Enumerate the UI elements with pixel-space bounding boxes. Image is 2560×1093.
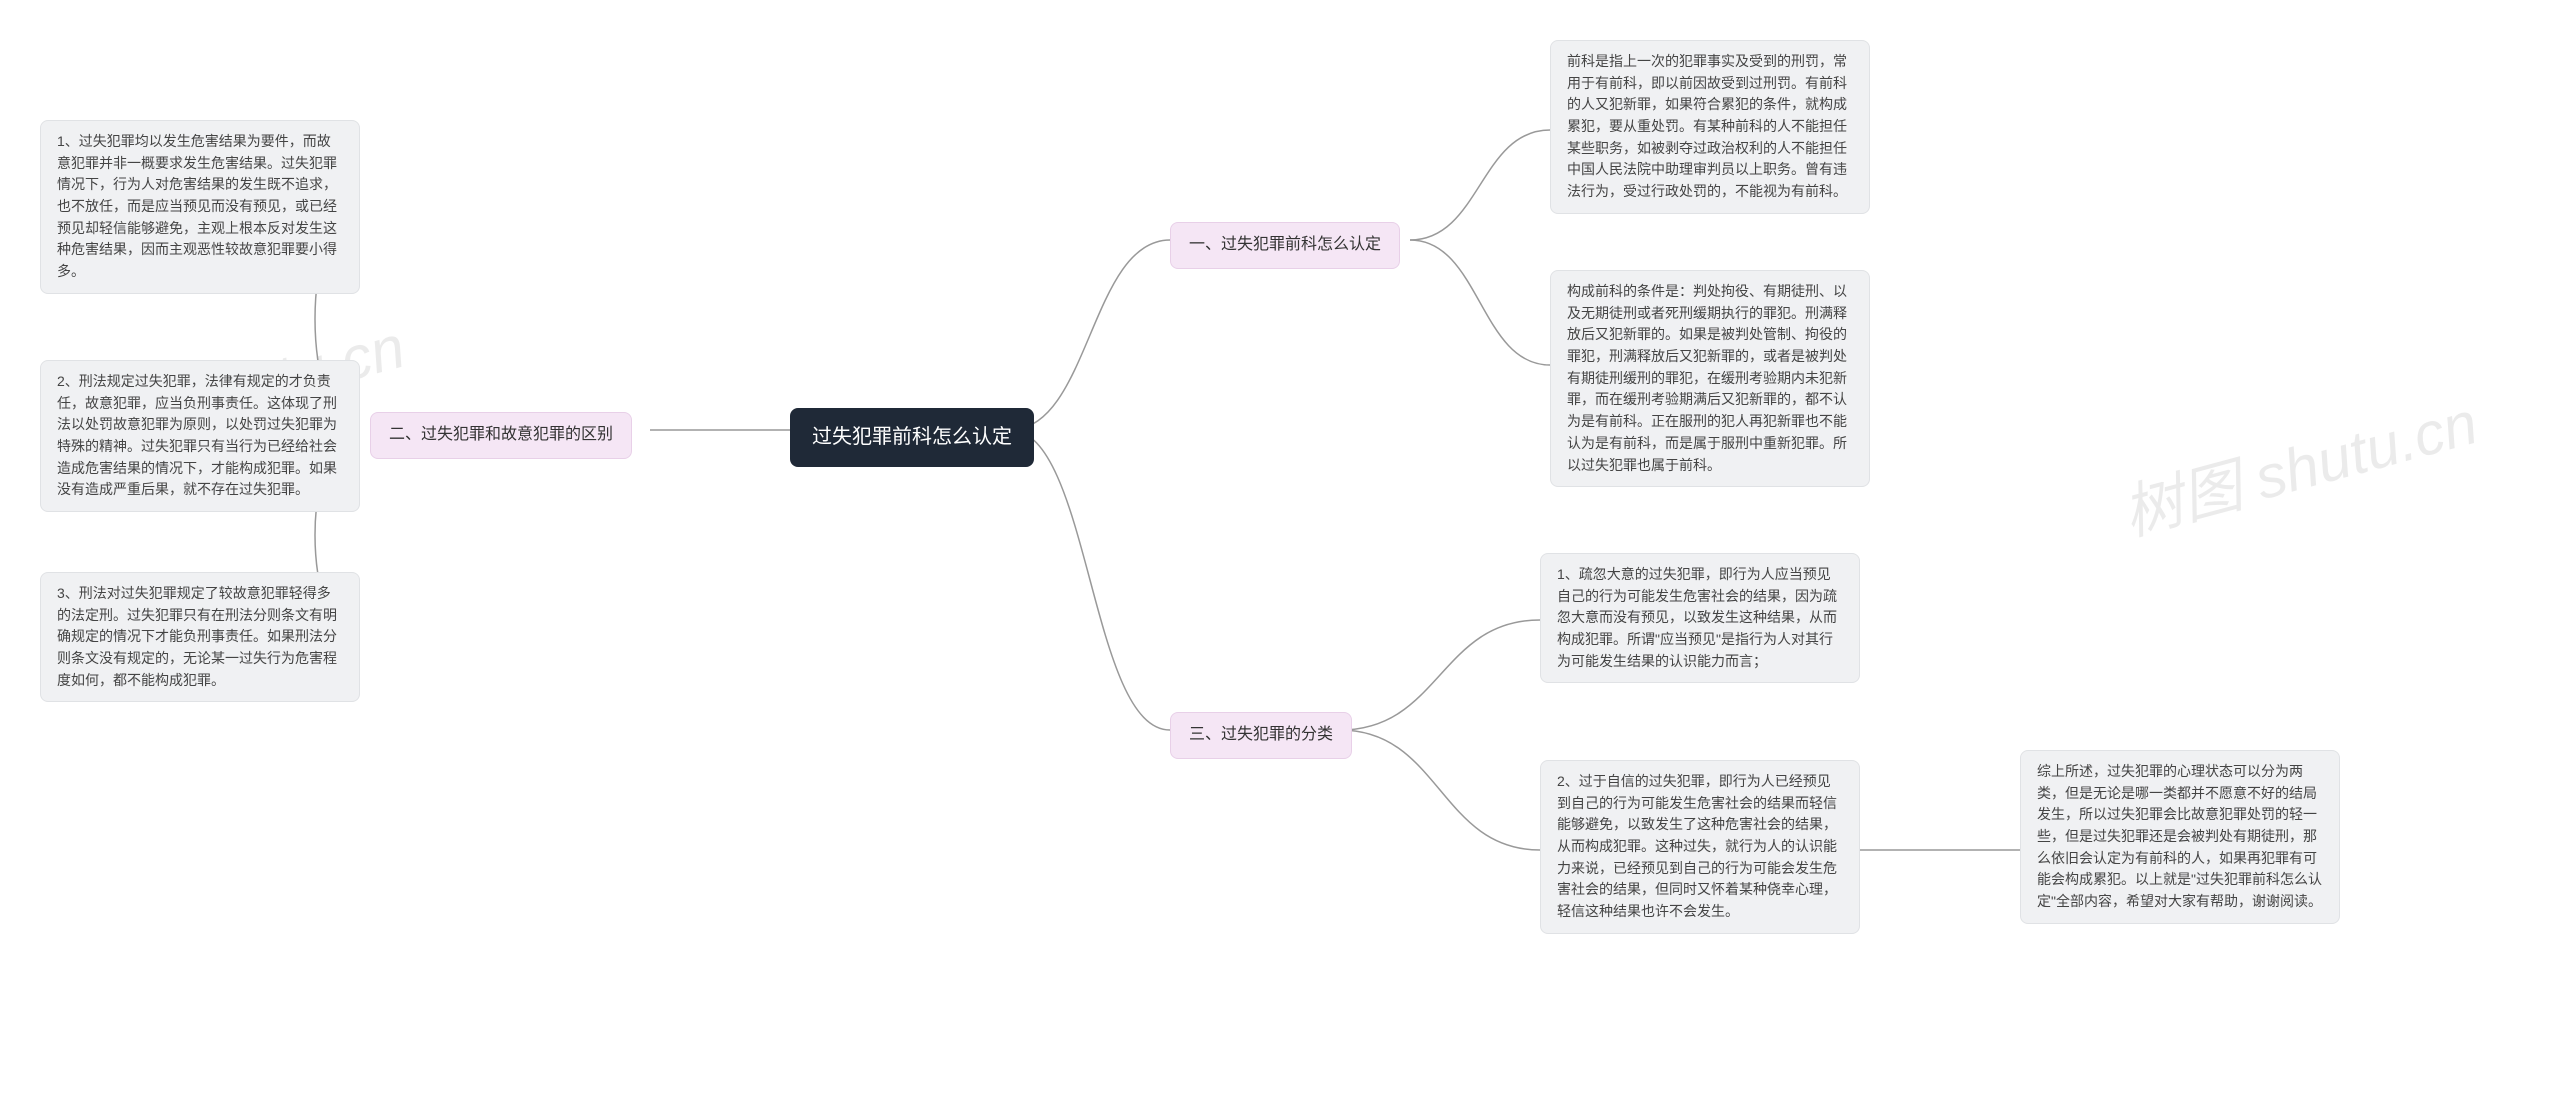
leaf-node: 1、疏忽大意的过失犯罪，即行为人应当预见自己的行为可能发生危害社会的结果，因为疏…: [1540, 553, 1860, 683]
leaf-text: 构成前科的条件是：判处拘役、有期徒刑、以及无期徒刑或者死刑缓期执行的罪犯。刑满释…: [1567, 283, 1847, 473]
branch-node-3: 三、过失犯罪的分类: [1170, 712, 1352, 759]
watermark: 树图 shutu.cn: [2111, 374, 2485, 552]
leaf-text: 综上所述，过失犯罪的心理状态可以分为两类，但是无论是哪一类都并不愿意不好的结局发…: [2037, 763, 2322, 909]
root-label: 过失犯罪前科怎么认定: [812, 426, 1012, 448]
leaf-node: 3、刑法对过失犯罪规定了较故意犯罪轻得多的法定刑。过失犯罪只有在刑法分则条文有明…: [40, 572, 360, 702]
leaf-text: 前科是指上一次的犯罪事实及受到的刑罚，常用于有前科，即以前因故受到过刑罚。有前科…: [1567, 53, 1847, 199]
branch-node-2: 二、过失犯罪和故意犯罪的区别: [370, 412, 632, 459]
leaf-text: 1、过失犯罪均以发生危害结果为要件，而故意犯罪并非一概要求发生危害结果。过失犯罪…: [57, 133, 337, 279]
leaf-text: 3、刑法对过失犯罪规定了较故意犯罪轻得多的法定刑。过失犯罪只有在刑法分则条文有明…: [57, 585, 337, 688]
branch-label: 三、过失犯罪的分类: [1189, 726, 1333, 743]
connector-lines: [0, 0, 2560, 1093]
leaf-node-sub: 综上所述，过失犯罪的心理状态可以分为两类，但是无论是哪一类都并不愿意不好的结局发…: [2020, 750, 2340, 924]
leaf-node: 2、刑法规定过失犯罪，法律有规定的才负责任，故意犯罪，应当负刑事责任。这体现了刑…: [40, 360, 360, 512]
root-node: 过失犯罪前科怎么认定: [790, 408, 1034, 467]
branch-label: 二、过失犯罪和故意犯罪的区别: [389, 426, 613, 443]
branch-label: 一、过失犯罪前科怎么认定: [1189, 236, 1381, 253]
leaf-node: 2、过于自信的过失犯罪，即行为人已经预见到自己的行为可能发生危害社会的结果而轻信…: [1540, 760, 1860, 934]
leaf-text: 2、刑法规定过失犯罪，法律有规定的才负责任，故意犯罪，应当负刑事责任。这体现了刑…: [57, 373, 337, 497]
leaf-node: 前科是指上一次的犯罪事实及受到的刑罚，常用于有前科，即以前因故受到过刑罚。有前科…: [1550, 40, 1870, 214]
leaf-node: 构成前科的条件是：判处拘役、有期徒刑、以及无期徒刑或者死刑缓期执行的罪犯。刑满释…: [1550, 270, 1870, 487]
branch-node-1: 一、过失犯罪前科怎么认定: [1170, 222, 1400, 269]
leaf-node: 1、过失犯罪均以发生危害结果为要件，而故意犯罪并非一概要求发生危害结果。过失犯罪…: [40, 120, 360, 294]
leaf-text: 1、疏忽大意的过失犯罪，即行为人应当预见自己的行为可能发生危害社会的结果，因为疏…: [1557, 566, 1837, 669]
leaf-text: 2、过于自信的过失犯罪，即行为人已经预见到自己的行为可能发生危害社会的结果而轻信…: [1557, 773, 1837, 919]
